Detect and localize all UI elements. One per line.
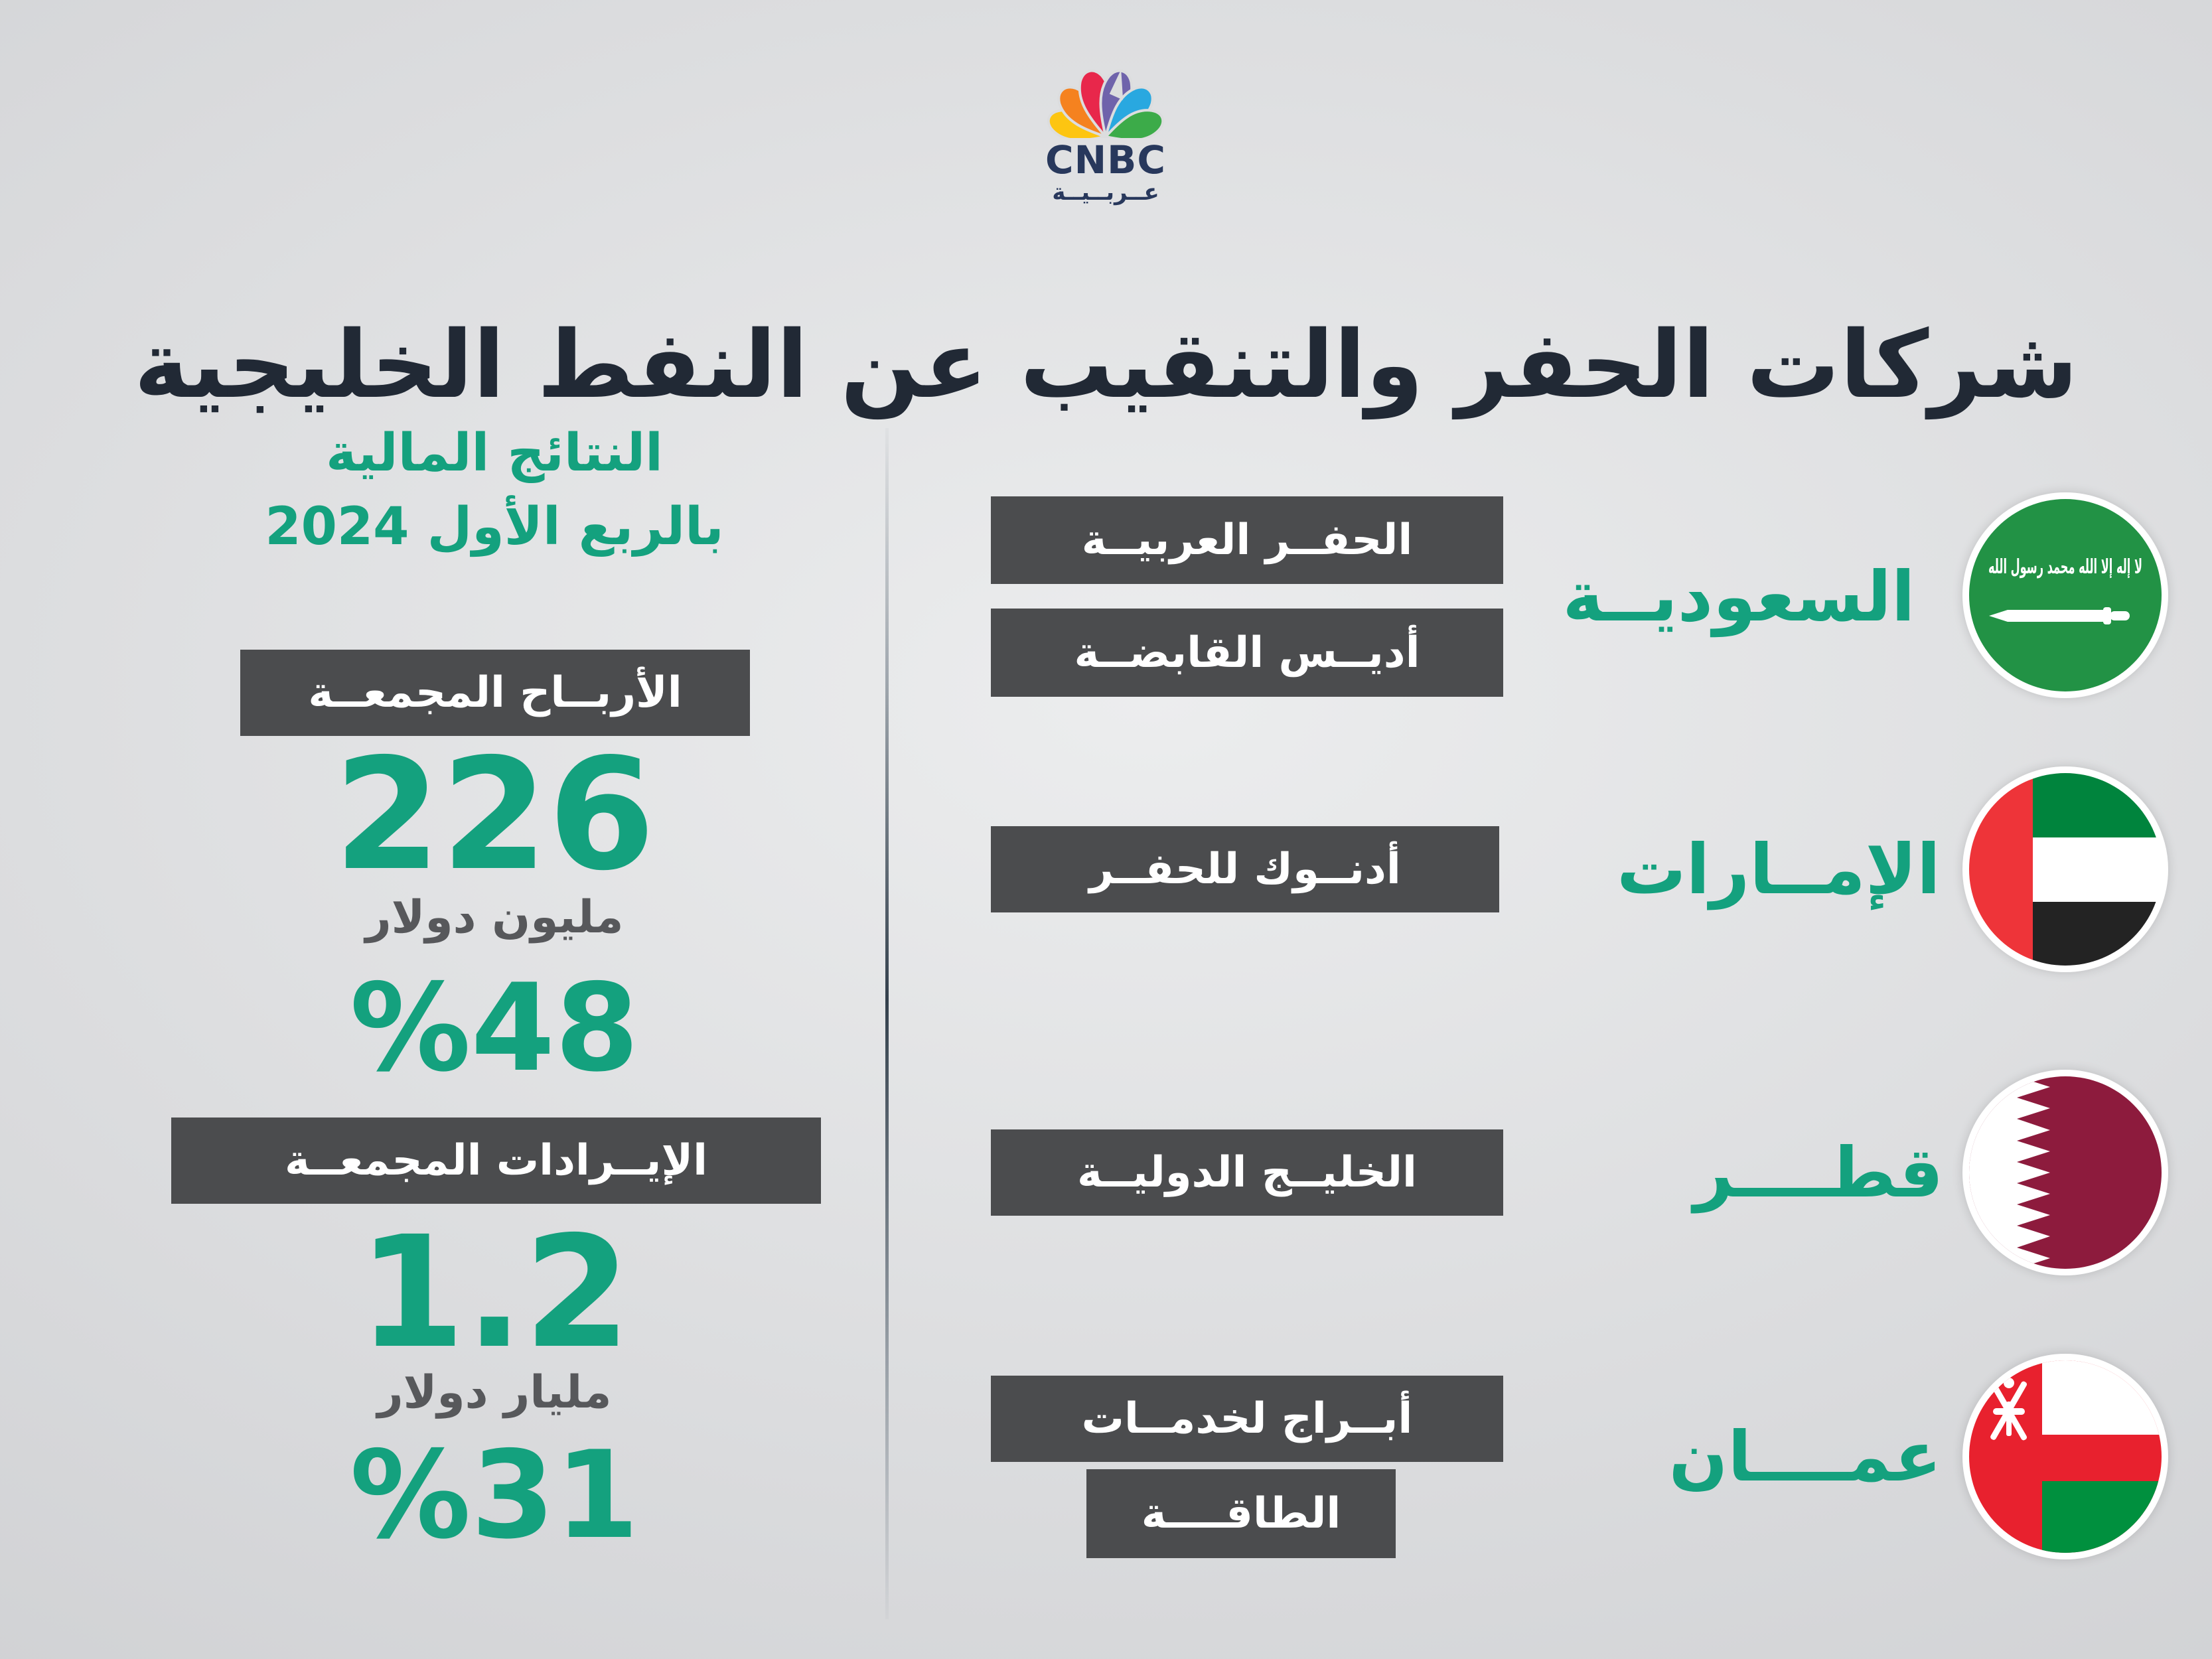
company-badge-saudi-2: أديــس القابضــة	[991, 609, 1503, 697]
company-badge-oman-2: الطاقــــة	[1086, 1469, 1396, 1558]
country-label-oman: عمــــان	[1668, 1416, 1942, 1497]
financials-header-line2: بالربع الأول 2024	[265, 496, 724, 557]
oman-flag-emblem	[1990, 1378, 2027, 1441]
saudi-arabia-flag-icon: لا إله إلا الله محمد رسول الله	[1962, 492, 2168, 698]
revenue-unit: مليار دولار	[377, 1366, 612, 1419]
cnbc-arabia-logo: CNBC عــربــيــة	[973, 64, 1238, 205]
vertical-divider	[885, 428, 889, 1619]
financials-header-line1: النتائج المالية	[326, 423, 663, 483]
company-badge-qatar-1: الخليــج الدوليــة	[991, 1129, 1503, 1216]
peacock-icon	[1047, 69, 1165, 138]
country-label-uae: الإمــارات	[1617, 829, 1941, 910]
saudi-flag-inscription: لا إله إلا الله محمد رسول الله	[1988, 555, 2142, 579]
company-badge-oman-1: أبــراج لخدمــات	[991, 1376, 1503, 1462]
country-label-saudi-arabia: السعوديــة	[1562, 556, 1915, 637]
profit-change-percent: %48	[350, 958, 639, 1098]
company-badge-uae-1: أدنــوك للحفــر	[991, 826, 1499, 912]
country-label-qatar: قطــــر	[1693, 1132, 1944, 1213]
saudi-flag-sword	[1989, 607, 2130, 624]
qatar-flag-icon	[1962, 1070, 2168, 1275]
cnbc-arabic-label: عــربــيــة	[1052, 179, 1159, 206]
revenue-change-percent: %31	[350, 1425, 639, 1565]
oman-flag-icon	[1962, 1354, 2168, 1559]
uae-flag-icon	[1962, 766, 2168, 972]
revenue-label-badge: الإيــرادات المجمعــة	[171, 1118, 821, 1204]
profit-value: 226	[333, 725, 656, 904]
company-badge-saudi-1: الحفــر العربيــة	[991, 496, 1503, 584]
profit-label-badge: الأربــاح المجمعــة	[240, 650, 750, 736]
financials-header: النتائج المالية بالربع الأول 2024	[153, 417, 836, 564]
page-title: شركات الحفر والتنقيب عن النفط الخليجية	[133, 311, 2079, 419]
revenue-value: 1.2	[358, 1203, 631, 1382]
profit-unit: مليون دولار	[365, 891, 624, 944]
cnbc-wordmark: CNBC	[1045, 137, 1166, 182]
